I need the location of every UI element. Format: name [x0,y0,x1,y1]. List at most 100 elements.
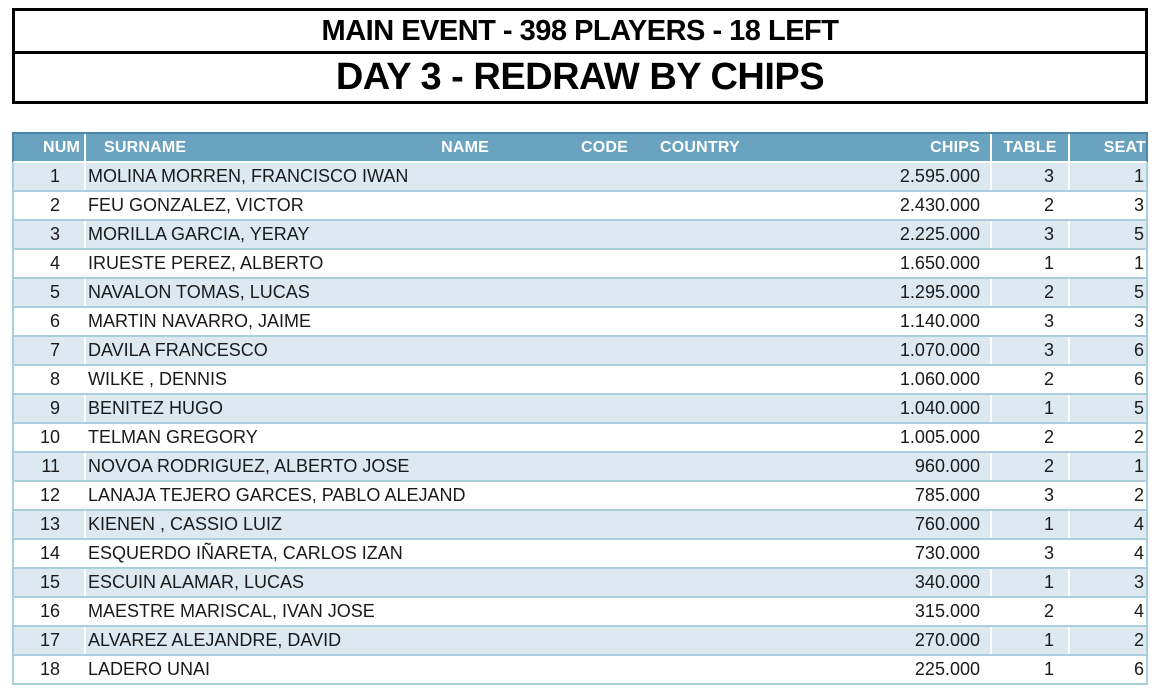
table-row: 8 WILKE , DENNIS 1.060.000 2 6 [14,366,1146,395]
cell-chips: 2.595.000 [762,163,992,190]
title-box: MAIN EVENT - 398 PLAYERS - 18 LEFT DAY 3… [12,8,1148,104]
cell-num: 17 [14,627,86,654]
table-row: 14 ESQUERDO IÑARETA, CARLOS IZAN 730.000… [14,540,1146,569]
cell-num: 7 [14,337,86,364]
cell-table: 3 [992,540,1070,567]
cell-player-name: LADERO UNAI [88,659,211,679]
cell-num: 13 [14,511,86,538]
cell-seat: 4 [1133,514,1144,534]
table-row: 16 MAESTRE MARISCAL, IVAN JOSE 315.000 2… [14,598,1146,627]
cell-player-name: ALVAREZ ALEJANDRE, DAVID [88,630,342,650]
cell-seat: 1 [1133,456,1144,476]
cell-chips: 340.000 [762,569,992,596]
cell-table: 3 [992,337,1070,364]
cell-player-name: LANAJA TEJERO GARCES, PABLO ALEJAND [88,485,466,505]
cell-seat: 5 [1133,224,1144,244]
cell-table: 3 [992,221,1070,248]
table-row: 3 MORILLA GARCIA, YERAY 2.225.000 3 5 [14,221,1146,250]
cell-chips: 960.000 [762,453,992,480]
cell-player-name: KIENEN , CASSIO LUIZ [88,514,283,534]
cell-chips: 1.295.000 [762,279,992,306]
cell-num: 9 [14,395,86,422]
cell-player-name: IRUESTE PEREZ, ALBERTO [88,253,324,273]
event-subtitle: DAY 3 - REDRAW BY CHIPS [15,51,1145,101]
cell-player-name: MARTIN NAVARRO, JAIME [88,311,312,331]
column-header-surname: SURNAME [104,139,187,156]
cell-player-name: TELMAN GREGORY [88,427,258,447]
cell-table: 2 [992,598,1070,625]
cell-num: 6 [14,308,86,335]
cell-seat: 4 [1133,543,1144,563]
cell-table: 1 [992,250,1070,277]
cell-num: 10 [14,424,86,451]
cell-seat: 6 [1133,340,1144,360]
cell-seat: 1 [1133,166,1144,186]
cell-chips: 270.000 [762,627,992,654]
table-row: 2 FEU GONZALEZ, VICTOR 2.430.000 2 3 [14,192,1146,221]
redraw-table: NUM SURNAME NAME CODE COUNTRY CHIPS TABL… [12,132,1148,685]
table-row: 11 NOVOA RODRIGUEZ, ALBERTO JOSE 960.000… [14,453,1146,482]
cell-table: 2 [992,424,1070,451]
cell-table: 3 [992,482,1070,509]
event-title: MAIN EVENT - 398 PLAYERS - 18 LEFT [321,15,839,47]
cell-table: 2 [992,279,1070,306]
cell-player-name: NOVOA RODRIGUEZ, ALBERTO JOSE [88,456,410,476]
cell-seat: 3 [1133,572,1144,592]
cell-num: 5 [14,279,86,306]
cell-player-name: DAVILA FRANCESCO [88,340,268,360]
cell-num: 1 [14,163,86,190]
cell-player-name: NAVALON TOMAS, LUCAS [88,282,310,302]
table-row: 4 IRUESTE PEREZ, ALBERTO 1.650.000 1 1 [14,250,1146,279]
cell-seat: 2 [1133,630,1144,650]
cell-table: 1 [992,656,1070,683]
table-body: 1 MOLINA MORREN, FRANCISCO IWAN 2.595.00… [12,163,1148,685]
cell-num: 16 [14,598,86,625]
table-row: 12 LANAJA TEJERO GARCES, PABLO ALEJAND 7… [14,482,1146,511]
cell-num: 3 [14,221,86,248]
cell-num: 8 [14,366,86,393]
cell-table: 1 [992,511,1070,538]
cell-seat: 3 [1133,311,1144,331]
cell-chips: 2.430.000 [762,192,992,219]
table-row: 15 ESCUIN ALAMAR, LUCAS 340.000 1 3 [14,569,1146,598]
cell-num: 11 [14,453,86,480]
cell-seat: 1 [1133,253,1144,273]
cell-seat: 6 [1133,369,1144,389]
column-header-chips: CHIPS [762,134,992,161]
cell-seat: 4 [1133,601,1144,621]
column-header-code: CODE [580,139,628,156]
cell-table: 3 [992,163,1070,190]
table-row: 13 KIENEN , CASSIO LUIZ 760.000 1 4 [14,511,1146,540]
cell-seat: 2 [1133,485,1144,505]
cell-player-name: WILKE , DENNIS [88,369,228,389]
cell-table: 3 [992,308,1070,335]
cell-table: 2 [992,192,1070,219]
cell-chips: 785.000 [762,482,992,509]
column-header-table: TABLE [992,134,1070,161]
cell-player-name: FEU GONZALEZ, VICTOR [88,195,304,215]
cell-chips: 1.070.000 [762,337,992,364]
cell-chips: 1.060.000 [762,366,992,393]
cell-chips: 1.140.000 [762,308,992,335]
cell-table: 1 [992,395,1070,422]
column-header-num: NUM [14,134,86,161]
cell-chips: 2.225.000 [762,221,992,248]
cell-seat: 6 [1133,659,1144,679]
cell-player-name: MAESTRE MARISCAL, IVAN JOSE [88,601,375,621]
cell-chips: 315.000 [762,598,992,625]
cell-chips: 225.000 [762,656,992,683]
cell-player-name: ESQUERDO IÑARETA, CARLOS IZAN [88,543,403,563]
cell-chips: 1.005.000 [762,424,992,451]
cell-seat: 5 [1133,398,1144,418]
column-header-name: NAME [441,139,489,156]
cell-num: 18 [14,656,86,683]
table-header-row: NUM SURNAME NAME CODE COUNTRY CHIPS TABL… [12,132,1148,163]
cell-num: 2 [14,192,86,219]
column-header-country: COUNTRY [660,139,740,156]
column-header-seat: SEAT [1103,139,1146,156]
table-row: 17 ALVAREZ ALEJANDRE, DAVID 270.000 1 2 [14,627,1146,656]
cell-num: 14 [14,540,86,567]
cell-player-name: MOLINA MORREN, FRANCISCO IWAN [88,166,409,186]
cell-num: 4 [14,250,86,277]
